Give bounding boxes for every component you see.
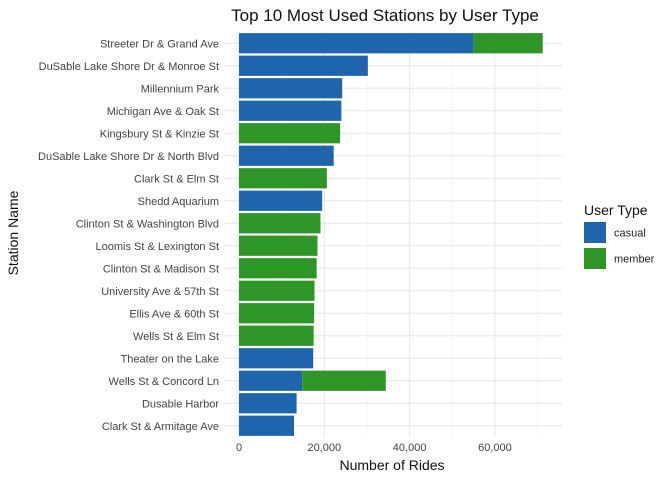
bar-casual	[239, 33, 474, 54]
legend-label-casual: casual	[614, 228, 646, 240]
bar-member	[239, 123, 341, 144]
category-label: University Ave & 57th St	[101, 286, 219, 298]
category-label: DuSable Lake Shore Dr & Monroe St	[39, 61, 219, 73]
category-label: DuSable Lake Shore Dr & North Blvd	[38, 151, 219, 163]
category-label: Clark St & Armitage Ave	[102, 421, 219, 433]
x-tick-label: 40,000	[393, 442, 427, 454]
bar-casual	[239, 370, 303, 391]
bars	[239, 33, 543, 436]
bar-member	[239, 303, 315, 324]
category-label: Streeter Dr & Grand Ave	[100, 38, 219, 50]
x-axis-tick-labels: 0 20,000 40,000 60,000	[236, 442, 512, 454]
bar-casual	[239, 393, 297, 414]
bar-member	[302, 370, 386, 391]
category-label: Millennium Park	[141, 83, 220, 95]
category-label: Clinton St & Washington Blvd	[76, 218, 219, 230]
bar-casual	[239, 348, 314, 369]
bar-casual	[239, 415, 295, 436]
bar-member	[239, 280, 315, 301]
legend-title: User Type	[584, 202, 648, 218]
bar-casual	[239, 100, 342, 121]
legend-label-member: member	[614, 254, 655, 266]
category-label: Ellis Ave & 60th St	[129, 308, 219, 320]
bar-casual	[239, 145, 334, 166]
x-axis-title: Number of Rides	[339, 457, 444, 473]
category-label: Clinton St & Madison St	[103, 263, 219, 275]
category-label: Dusable Harbor	[142, 398, 219, 410]
category-label: Clark St & Elm St	[134, 173, 219, 185]
y-axis-labels: Streeter Dr & Grand Ave DuSable Lake Shor…	[38, 38, 219, 433]
category-label: Shedd Aquarium	[138, 196, 219, 208]
legend: User Type casual member	[584, 202, 655, 269]
bar-member	[473, 33, 543, 54]
bar-member	[239, 213, 321, 234]
legend-swatch-casual	[584, 222, 606, 243]
category-label: Kingsbury St & Kinzie St	[100, 128, 219, 140]
bar-member	[239, 235, 318, 256]
bar-casual	[239, 190, 323, 211]
bar-casual	[239, 78, 343, 99]
bar-casual	[239, 55, 368, 76]
legend-swatch-member	[584, 248, 606, 269]
x-tick-label: 20,000	[307, 442, 341, 454]
category-label: Theater on the Lake	[121, 353, 219, 365]
category-label: Michigan Ave & Oak St	[107, 106, 219, 118]
y-axis-title: Station Name	[5, 190, 21, 275]
category-label: Wells St & Concord Ln	[109, 376, 219, 388]
bar-member	[239, 168, 327, 189]
category-label: Loomis St & Lexington St	[95, 241, 219, 253]
category-label: Wells St & Elm St	[133, 331, 219, 343]
bar-member	[239, 258, 317, 279]
chart-title: Top 10 Most Used Stations by User Type	[231, 6, 539, 25]
x-tick-label: 60,000	[478, 442, 512, 454]
bar-member	[239, 325, 314, 346]
x-tick-label: 0	[236, 442, 242, 454]
